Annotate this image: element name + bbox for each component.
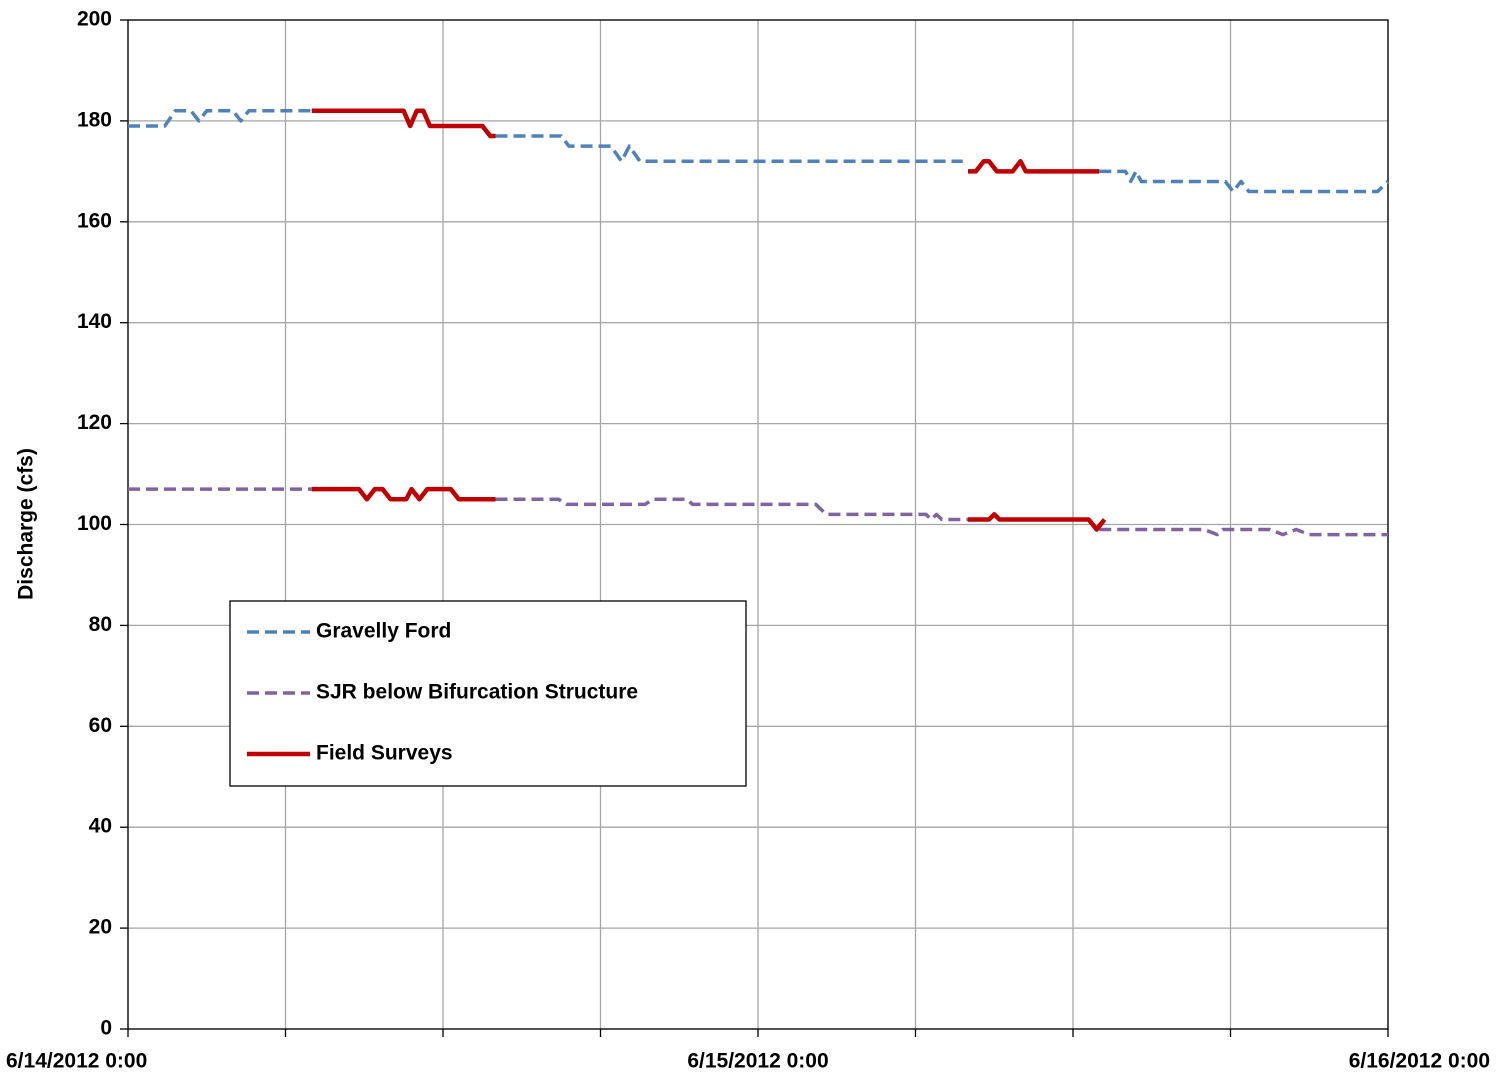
- legend-label: SJR below Bifurcation Structure: [316, 681, 638, 704]
- series-line: [128, 109, 1390, 194]
- y-tick-label: 40: [89, 815, 112, 838]
- y-tick-label: 20: [89, 916, 112, 939]
- series-line: [128, 487, 1388, 537]
- y-tick-label: 0: [100, 1017, 112, 1040]
- y-tick-label: 80: [89, 613, 112, 636]
- y-tick-label: 180: [77, 108, 112, 131]
- y-tick-label: 140: [77, 310, 112, 333]
- y-tick-label: 160: [77, 209, 112, 232]
- y-tick-label: 120: [77, 411, 112, 434]
- y-tick-label: 100: [77, 512, 112, 535]
- x-tick-label: 6/16/2012 0:00: [1349, 1050, 1490, 1073]
- y-tick-label: 200: [77, 8, 112, 31]
- series-line: [311, 108, 1107, 532]
- y-axis-title: Discharge (cfs): [15, 448, 38, 600]
- x-tick-label: 6/15/2012 0:00: [687, 1050, 828, 1073]
- x-tick-label: 6/14/2012 0:00: [6, 1050, 147, 1073]
- legend-label: Field Surveys: [316, 742, 453, 765]
- legend-label: Gravelly Ford: [316, 620, 451, 643]
- y-tick-label: 60: [89, 714, 112, 737]
- legend-box: [229, 600, 747, 787]
- plot-border: [127, 19, 1389, 1030]
